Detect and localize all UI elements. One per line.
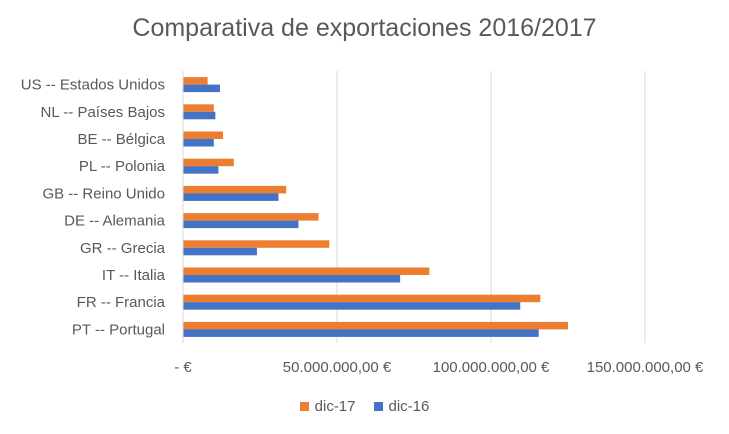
category-label-7: IT -- Italia xyxy=(102,267,166,284)
bar-dic-17-1 xyxy=(183,104,214,112)
bar-dic-17-8 xyxy=(183,294,541,303)
category-label-6: GR -- Grecia xyxy=(80,240,166,257)
bar-dic-16-0 xyxy=(183,84,220,93)
legend-item-dic-16: dic-16 xyxy=(373,398,430,415)
x-tick-label-3: 150.000.000,00 € xyxy=(587,359,704,376)
category-label-3: PL -- Polonia xyxy=(79,158,166,175)
bar-dic-16-5 xyxy=(183,220,299,229)
category-label-1: NL -- Países Bajos xyxy=(41,104,166,121)
bar-dic-17-2 xyxy=(183,131,224,139)
bar-dic-16-4 xyxy=(183,193,279,201)
x-tick-label-2: 100.000.000,00 € xyxy=(433,359,550,376)
category-label-5: DE -- Alemania xyxy=(64,213,166,230)
category-label-9: PT -- Portugal xyxy=(72,321,165,338)
bar-dic-17-9 xyxy=(183,321,568,330)
bar-dic-17-3 xyxy=(183,158,234,167)
category-label-4: GB -- Reino Unido xyxy=(42,185,165,202)
bar-dic-17-4 xyxy=(183,185,287,194)
x-tick-label-0: - € xyxy=(174,359,192,376)
bar-dic-16-8 xyxy=(183,302,521,310)
chart-title: Comparativa de exportaciones 2016/2017 xyxy=(132,14,597,42)
bar-dic-16-1 xyxy=(183,111,216,120)
legend-label-dic-16: dic-16 xyxy=(388,398,430,415)
bar-dic-16-9 xyxy=(183,329,539,337)
legend-swatch-dic-17 xyxy=(299,402,309,411)
bar-dic-17-0 xyxy=(183,77,208,85)
legend-swatch-dic-16 xyxy=(373,402,383,411)
bar-dic-16-3 xyxy=(183,166,219,174)
bar-dic-17-6 xyxy=(183,240,330,248)
category-label-2: BE -- Bélgica xyxy=(77,131,165,148)
bar-dic-16-6 xyxy=(183,247,257,256)
chart-legend: dic-17 dic-16 xyxy=(0,398,729,415)
bar-dic-17-7 xyxy=(183,267,430,275)
legend-label-dic-17: dic-17 xyxy=(314,398,356,415)
category-label-8: FR -- Francia xyxy=(77,294,166,311)
bar-dic-16-2 xyxy=(183,139,214,147)
bar-dic-16-7 xyxy=(183,275,401,283)
bar-dic-17-5 xyxy=(183,213,319,221)
legend-item-dic-17: dic-17 xyxy=(299,398,356,415)
category-label-0: US -- Estados Unidos xyxy=(21,77,165,94)
x-tick-label-1: 50.000.000,00 € xyxy=(283,359,392,376)
